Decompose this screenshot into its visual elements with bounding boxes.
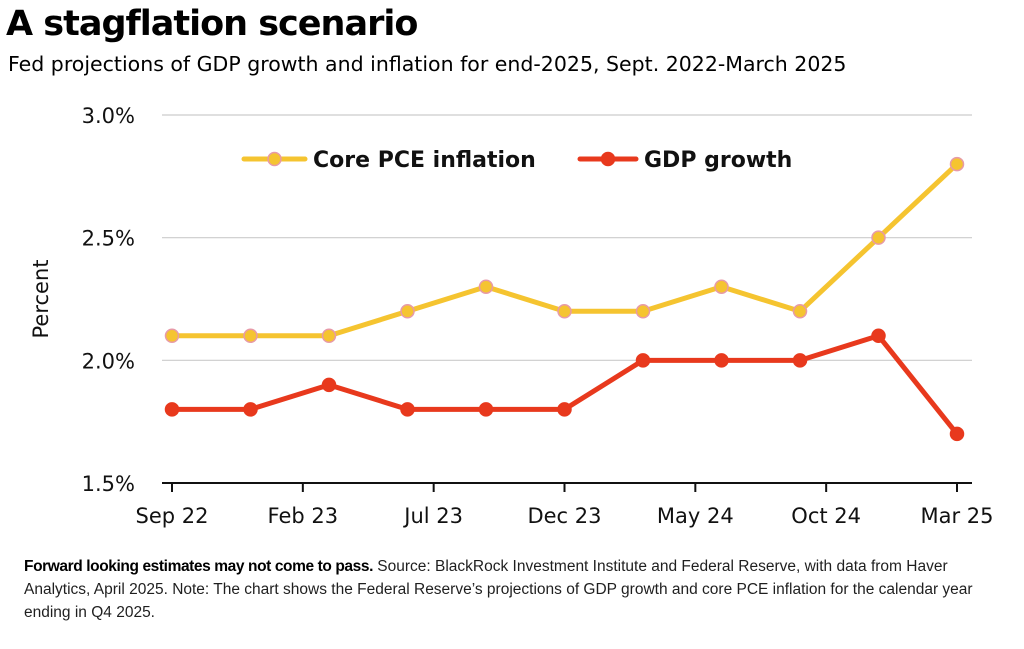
data-point bbox=[557, 304, 572, 319]
data-point bbox=[871, 328, 886, 344]
data-point bbox=[714, 279, 729, 294]
data-point bbox=[635, 353, 651, 368]
legend-label: GDP growth bbox=[644, 148, 792, 173]
legend-swatch-marker bbox=[600, 151, 616, 167]
y-tick-label: 2.0% bbox=[82, 349, 135, 373]
gridlines bbox=[162, 114, 972, 361]
data-point bbox=[243, 402, 258, 417]
data-point bbox=[243, 328, 258, 344]
data-point bbox=[949, 156, 965, 172]
y-tick-label: 3.0% bbox=[82, 104, 135, 128]
x-tick-label: Dec 23 bbox=[527, 504, 601, 528]
data-point bbox=[478, 279, 494, 294]
data-point bbox=[792, 304, 808, 319]
footnote: Forward looking estimates may not come t… bbox=[24, 555, 1014, 624]
x-tick-label: Mar 25 bbox=[920, 504, 993, 528]
data-point bbox=[164, 402, 180, 417]
footnote-disclaimer: Forward looking estimates may not come t… bbox=[24, 558, 373, 575]
data-point bbox=[478, 402, 494, 417]
data-point bbox=[164, 328, 180, 344]
footnote-source: Source: BlackRock Investment Institute a… bbox=[24, 558, 973, 621]
data-point bbox=[321, 377, 337, 393]
data-point bbox=[321, 328, 337, 344]
line-chart: 1.5% 2.0% 2.5% 3.0% Percent Sep 22 Feb 23 Jul 2… bbox=[29, 104, 994, 528]
x-tick-label: May 24 bbox=[657, 504, 734, 528]
x-tick-label: Feb 23 bbox=[268, 504, 339, 528]
y-tick-label: 2.5% bbox=[82, 227, 135, 251]
x-tick-label: Sep 22 bbox=[136, 504, 209, 528]
series-line bbox=[169, 333, 960, 437]
legend-label: Core PCE inflation bbox=[313, 148, 536, 173]
y-axis-title: Percent bbox=[29, 259, 53, 338]
data-series bbox=[164, 156, 965, 442]
x-tick-label: Oct 24 bbox=[791, 504, 861, 528]
data-point bbox=[949, 426, 965, 442]
x-tick-label: Jul 23 bbox=[402, 504, 463, 528]
legend-swatch-marker bbox=[267, 151, 282, 167]
chart-title: A stagflation scenario bbox=[6, 4, 418, 44]
data-point bbox=[557, 402, 572, 417]
data-point bbox=[635, 304, 651, 319]
data-point bbox=[400, 402, 415, 417]
data-point bbox=[400, 304, 415, 319]
data-point bbox=[871, 230, 886, 245]
legend: Core PCE inflation GDP growth bbox=[241, 148, 792, 173]
chart-subtitle: Fed projections of GDP growth and inflat… bbox=[8, 52, 847, 76]
axes: 1.5% 2.0% 2.5% 3.0% Percent Sep 22 Feb 23 Jul 2… bbox=[29, 104, 994, 528]
y-tick-label: 1.5% bbox=[82, 472, 135, 496]
data-point bbox=[714, 353, 729, 368]
data-point bbox=[792, 353, 808, 368]
